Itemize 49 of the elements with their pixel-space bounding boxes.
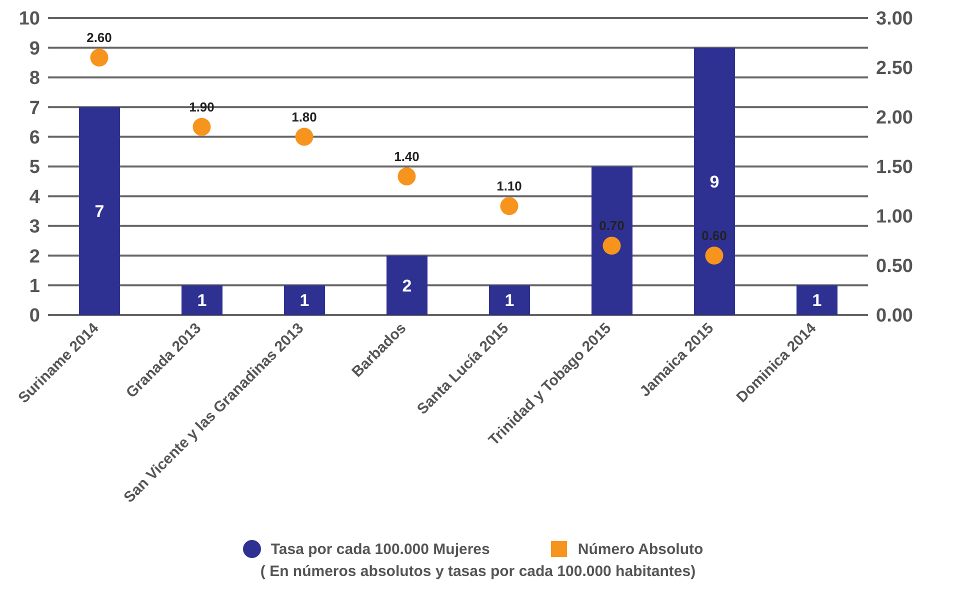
y-tick-label: 4 <box>29 186 40 208</box>
point <box>90 48 108 67</box>
data-label: 7 <box>94 202 104 222</box>
legend-label: Tasa por cada 100.000 Mujeres <box>270 540 490 558</box>
y2-tick-label: 0.50 <box>876 256 913 278</box>
data-label: 1 <box>300 291 310 310</box>
data-label: 2 <box>402 276 412 296</box>
point <box>295 128 314 146</box>
data-label: 1 <box>504 291 514 310</box>
point <box>500 197 518 216</box>
bar <box>182 285 222 315</box>
y-tick-label: 1 <box>29 276 40 298</box>
y-tick-label: 2 <box>29 246 40 268</box>
bar <box>386 256 428 315</box>
text: ( En números absolutos y tasas por cada 100.000 habitantes) <box>259 563 697 580</box>
data-label: 9 <box>710 172 720 192</box>
data-label: 1.80 <box>292 109 317 124</box>
y2-tick-label: 3.00 <box>876 8 913 30</box>
y-tick-label: 3 <box>29 216 40 238</box>
y-tick-label: 0 <box>29 306 40 327</box>
data-label: 2.60 <box>86 30 112 46</box>
bar <box>796 285 838 315</box>
point <box>602 236 621 255</box>
data-label: 1 <box>812 291 822 310</box>
y2-tick-label: 1.50 <box>876 157 913 178</box>
point <box>705 246 724 265</box>
bar <box>694 48 735 315</box>
y-tick-label: 7 <box>29 98 40 119</box>
y2-tick-label: 0.00 <box>876 306 913 327</box>
bar <box>489 285 530 315</box>
data-label: 0.60 <box>702 228 727 244</box>
data-label: 1 <box>197 291 207 310</box>
point <box>192 118 211 136</box>
bar <box>284 285 325 315</box>
y-tick-label: 5 <box>29 157 40 178</box>
bar <box>79 107 120 315</box>
legend-label: Número Absoluto <box>576 540 704 558</box>
data-label: 0.70 <box>599 218 624 234</box>
y-tick-label: 10 <box>18 8 40 30</box>
y2-tick-label: 1.00 <box>876 206 913 228</box>
point <box>398 167 416 186</box>
bar <box>592 166 632 315</box>
y-tick-label: 6 <box>29 128 40 149</box>
data-label: 1.40 <box>394 148 420 164</box>
y-tick-label: 8 <box>29 68 40 90</box>
data-label: 1.10 <box>496 178 522 194</box>
y2-tick-label: 2.50 <box>876 58 913 80</box>
y2-tick-label: 2.00 <box>876 108 913 129</box>
y-tick-label: 9 <box>29 38 40 60</box>
